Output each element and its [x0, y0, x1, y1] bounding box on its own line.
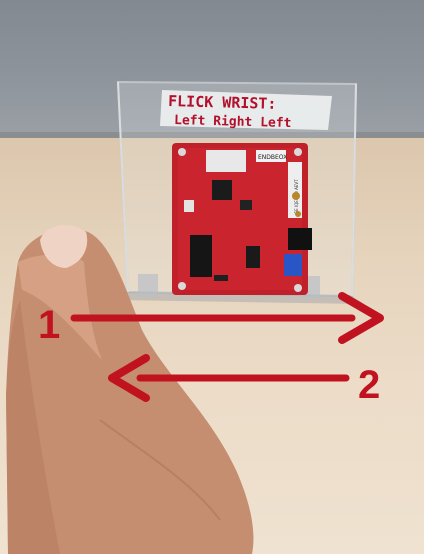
sign-line-2: Left Right Left	[174, 113, 292, 131]
chip	[212, 180, 232, 200]
connector-header	[206, 150, 246, 172]
thumbnail	[40, 225, 88, 268]
board-logo-text: ENDBEOX	[258, 154, 287, 161]
battery-holder	[190, 235, 212, 277]
red-circuit-board: ENDBEOX GE IQE-100 AEVT	[172, 143, 312, 295]
tape-label: FLICK WRIST: Left Right Left	[160, 90, 332, 131]
arrow-1-right: 1	[38, 292, 384, 347]
screw-terminal	[284, 254, 302, 276]
serial-sticker	[288, 162, 302, 218]
desk-back-edge	[0, 132, 424, 140]
logo-sticker	[256, 150, 286, 162]
arrow-2-number: 2	[358, 363, 380, 407]
arrow-1-number: 1	[38, 303, 60, 347]
barrel-jack	[288, 228, 312, 250]
arrow-2-left: 2	[108, 354, 380, 407]
sign-line-1: FLICK WRIST:	[168, 92, 277, 113]
